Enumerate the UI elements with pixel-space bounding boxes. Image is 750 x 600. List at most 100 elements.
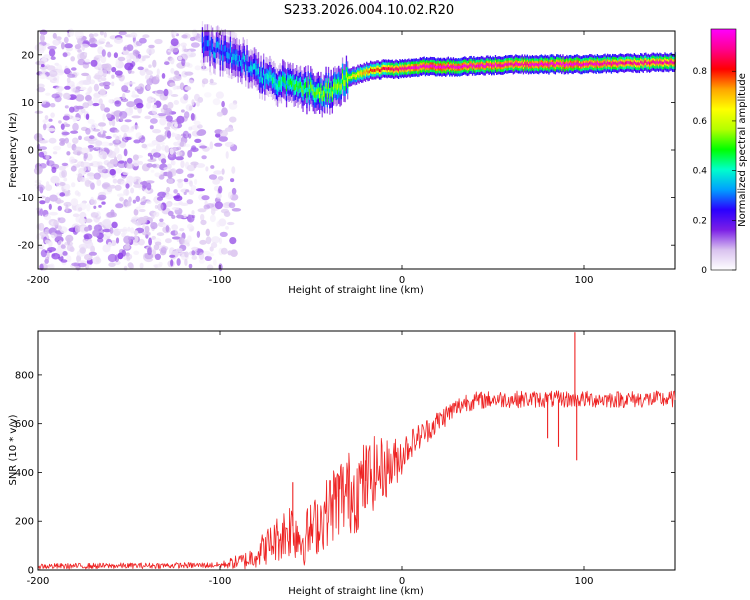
- heatmap-cell: [132, 125, 140, 130]
- heatmap-cell: [154, 253, 161, 260]
- heatmap-cell: [107, 241, 112, 248]
- heatmap-cell: [188, 263, 193, 269]
- heatmap-cell: [563, 64, 565, 67]
- heatmap-cell: [605, 62, 607, 66]
- heatmap-cell: [288, 79, 290, 86]
- heatmap-cell: [155, 144, 162, 152]
- heatmap-cell: [171, 214, 176, 219]
- heatmap-cell: [419, 64, 421, 68]
- heatmap-cell: [456, 66, 458, 70]
- heatmap-cell: [292, 79, 294, 86]
- heatmap-cell: [575, 62, 577, 66]
- heatmap-cell: [57, 205, 62, 211]
- heatmap-cell: [156, 68, 160, 76]
- heatmap-cell: [49, 194, 58, 202]
- heatmap-cell: [493, 64, 495, 68]
- heatmap-cell: [118, 160, 125, 164]
- heatmap-cell: [200, 213, 205, 221]
- heatmap-cell: [39, 195, 46, 199]
- heatmap-cell: [104, 43, 113, 48]
- heatmap-cell: [547, 62, 549, 66]
- spectrogram-ridge-layer: [201, 21, 676, 118]
- heatmap-cell: [45, 154, 50, 160]
- heatmap-cell: [215, 42, 218, 49]
- heatmap-cell: [216, 111, 224, 117]
- heatmap-cell: [520, 63, 522, 67]
- heatmap-cell: [221, 168, 225, 175]
- heatmap-cell: [210, 165, 215, 169]
- heatmap-cell: [131, 115, 141, 119]
- heatmap-cell: [38, 73, 47, 80]
- heatmap-cell: [86, 263, 92, 270]
- heatmap-cell: [372, 69, 374, 73]
- heatmap-cell: [229, 46, 232, 53]
- heatmap-cell: [109, 159, 118, 165]
- heatmap-cell: [70, 130, 79, 134]
- heatmap-cell: [132, 154, 139, 161]
- heatmap-cell: [154, 264, 158, 269]
- heatmap-cell: [358, 73, 360, 77]
- heatmap-cell: [71, 262, 81, 267]
- heatmap-cell: [190, 147, 199, 153]
- y-tick-label: 20: [21, 50, 34, 61]
- y-tick-label: -10: [18, 193, 34, 204]
- heatmap-cell: [321, 95, 323, 102]
- heatmap-cell: [97, 194, 107, 200]
- heatmap-cell: [35, 137, 42, 142]
- heatmap-cell: [426, 64, 428, 68]
- heatmap-cell: [190, 42, 200, 48]
- heatmap-cell: [102, 81, 111, 87]
- colorbar: 0 0.2 0.4 0.6 0.8 Normalized spectral amplit…: [693, 28, 748, 276]
- heatmap-cell: [173, 30, 177, 36]
- heatmap-cell: [44, 214, 51, 221]
- heatmap-cell: [242, 53, 244, 60]
- heatmap-cell: [94, 54, 103, 58]
- heatmap-cell: [451, 66, 453, 69]
- heatmap-cell: [67, 189, 71, 193]
- heatmap-cell: [66, 237, 71, 246]
- heatmap-cell: [85, 94, 92, 102]
- heatmap-cell: [64, 85, 71, 90]
- heatmap-cell: [436, 66, 438, 69]
- heatmap-cell: [282, 75, 284, 82]
- heatmap-cell: [599, 63, 601, 66]
- heatmap-cell: [135, 206, 141, 211]
- heatmap-cell: [371, 69, 373, 72]
- heatmap-cell: [50, 232, 57, 239]
- heatmap-cell: [577, 62, 579, 66]
- heatmap-cell: [643, 60, 646, 64]
- heatmap-cell: [375, 69, 377, 72]
- heatmap-cell: [459, 66, 461, 69]
- heatmap-cell: [302, 89, 304, 96]
- heatmap-cell: [305, 81, 307, 88]
- heatmap-cell: [214, 201, 223, 210]
- heatmap-cell: [277, 84, 279, 91]
- heatmap-cell: [543, 63, 545, 67]
- heatmap-cell: [573, 62, 576, 66]
- heatmap-cell: [88, 33, 94, 38]
- heatmap-cell: [67, 142, 72, 149]
- colorbar-tick-label: 0.8: [693, 67, 708, 77]
- heatmap-cell: [368, 70, 370, 74]
- heatmap-cell: [445, 66, 447, 70]
- heatmap-cell: [78, 217, 87, 225]
- heatmap-cell: [497, 63, 499, 67]
- figure-title: S233.2026.004.10.02.R20: [284, 3, 454, 18]
- heatmap-cell: [287, 77, 289, 84]
- heatmap-cell: [134, 51, 141, 55]
- heatmap-cell: [173, 123, 178, 131]
- heatmap-cell: [251, 66, 253, 73]
- snr-y-axis: 0 200 400 600 800: [15, 370, 675, 577]
- heatmap-cell: [77, 58, 86, 66]
- heatmap-cell: [308, 89, 311, 96]
- heatmap-cell: [415, 65, 418, 69]
- heatmap-cell: [118, 228, 128, 232]
- heatmap-cell: [460, 65, 462, 69]
- heatmap-cell: [373, 68, 376, 72]
- heatmap-cell: [246, 55, 248, 62]
- heatmap-cell: [124, 62, 134, 71]
- heatmap-cell: [201, 195, 210, 201]
- heatmap-cell: [624, 61, 627, 65]
- heatmap-cell: [511, 62, 513, 66]
- heatmap-cell: [82, 166, 87, 172]
